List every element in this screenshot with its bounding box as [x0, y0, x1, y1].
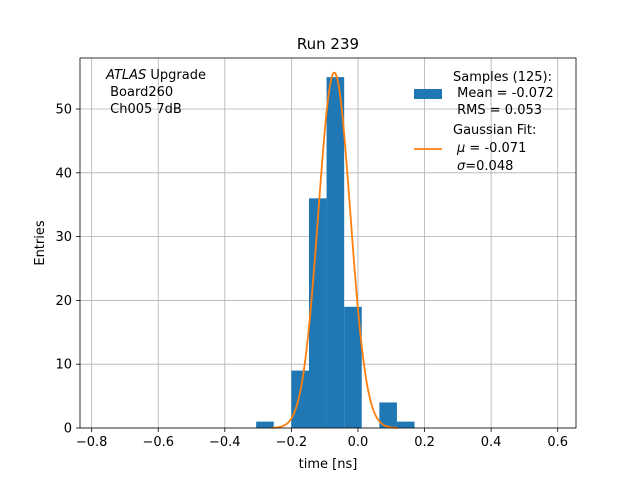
atlas-text: ATLAS	[105, 68, 146, 83]
x-tick-label: −0.4	[209, 435, 241, 450]
legend-samples-title: Samples (125):	[453, 70, 552, 85]
legend-fit-title: Gaussian Fit:	[453, 123, 536, 138]
y-tick-label: 50	[55, 103, 72, 118]
x-tick-label: 0.2	[414, 435, 435, 450]
histogram-bar	[379, 402, 397, 428]
y-axis-label: Entries	[33, 220, 48, 266]
legend: Samples (125): Mean = -0.072 RMS = 0.053…	[414, 70, 554, 174]
histogram-bar	[308, 198, 327, 428]
mu-value: = -0.071	[465, 141, 526, 156]
x-tick-label: 0.0	[348, 435, 369, 450]
x-tick-label: 0.4	[481, 435, 502, 450]
y-tick-label: 30	[55, 230, 72, 245]
y-tick-label: 0	[64, 422, 72, 437]
x-tick-label: −0.2	[276, 435, 308, 450]
legend-samples-rms: RMS = 0.053	[453, 103, 542, 118]
plot-frame	[79, 57, 577, 429]
y-tick-label: 20	[55, 294, 72, 309]
atlas-suffix: Upgrade	[146, 68, 206, 83]
board-label: Board260	[106, 85, 173, 100]
histogram-bar	[256, 421, 274, 428]
mu-symbol: μ	[456, 141, 465, 156]
x-tick-label: 0.6	[547, 435, 568, 450]
y-axis-ticks: 0 10 20 30 40 50	[55, 103, 80, 437]
atlas-annotation: ATLAS Upgrade Board260 Ch005 7dB	[105, 68, 206, 117]
histogram-bar	[396, 421, 415, 428]
histogram-bar	[326, 77, 345, 428]
y-tick-label: 10	[55, 358, 72, 373]
gaussian-fit-curve	[271, 71, 398, 429]
channel-label: Ch005 7dB	[106, 102, 182, 117]
x-tick-label: −0.6	[142, 435, 174, 450]
x-tick-label: −0.8	[76, 435, 108, 450]
x-axis-ticks: −0.8 −0.6 −0.4 −0.2 0.0 0.2 0.4 0.6	[76, 428, 568, 450]
atlas-label: ATLAS Upgrade	[105, 68, 206, 83]
legend-samples-swatch	[414, 89, 442, 99]
histogram-bar	[291, 370, 309, 428]
chart-title: Run 239	[297, 35, 359, 53]
histogram-bars	[256, 77, 415, 428]
x-axis-label: time [ns]	[299, 457, 358, 472]
legend-samples-mean: Mean = -0.072	[453, 86, 554, 101]
legend-fit-sigma: σ=0.048	[457, 159, 513, 174]
gaussian-fit-line	[271, 71, 398, 429]
histogram-bar	[344, 306, 362, 428]
y-tick-label: 40	[55, 166, 72, 181]
legend-fit-mu: μ = -0.071	[456, 141, 526, 156]
sigma-symbol: σ	[457, 159, 466, 174]
sigma-value: =0.048	[465, 159, 513, 174]
